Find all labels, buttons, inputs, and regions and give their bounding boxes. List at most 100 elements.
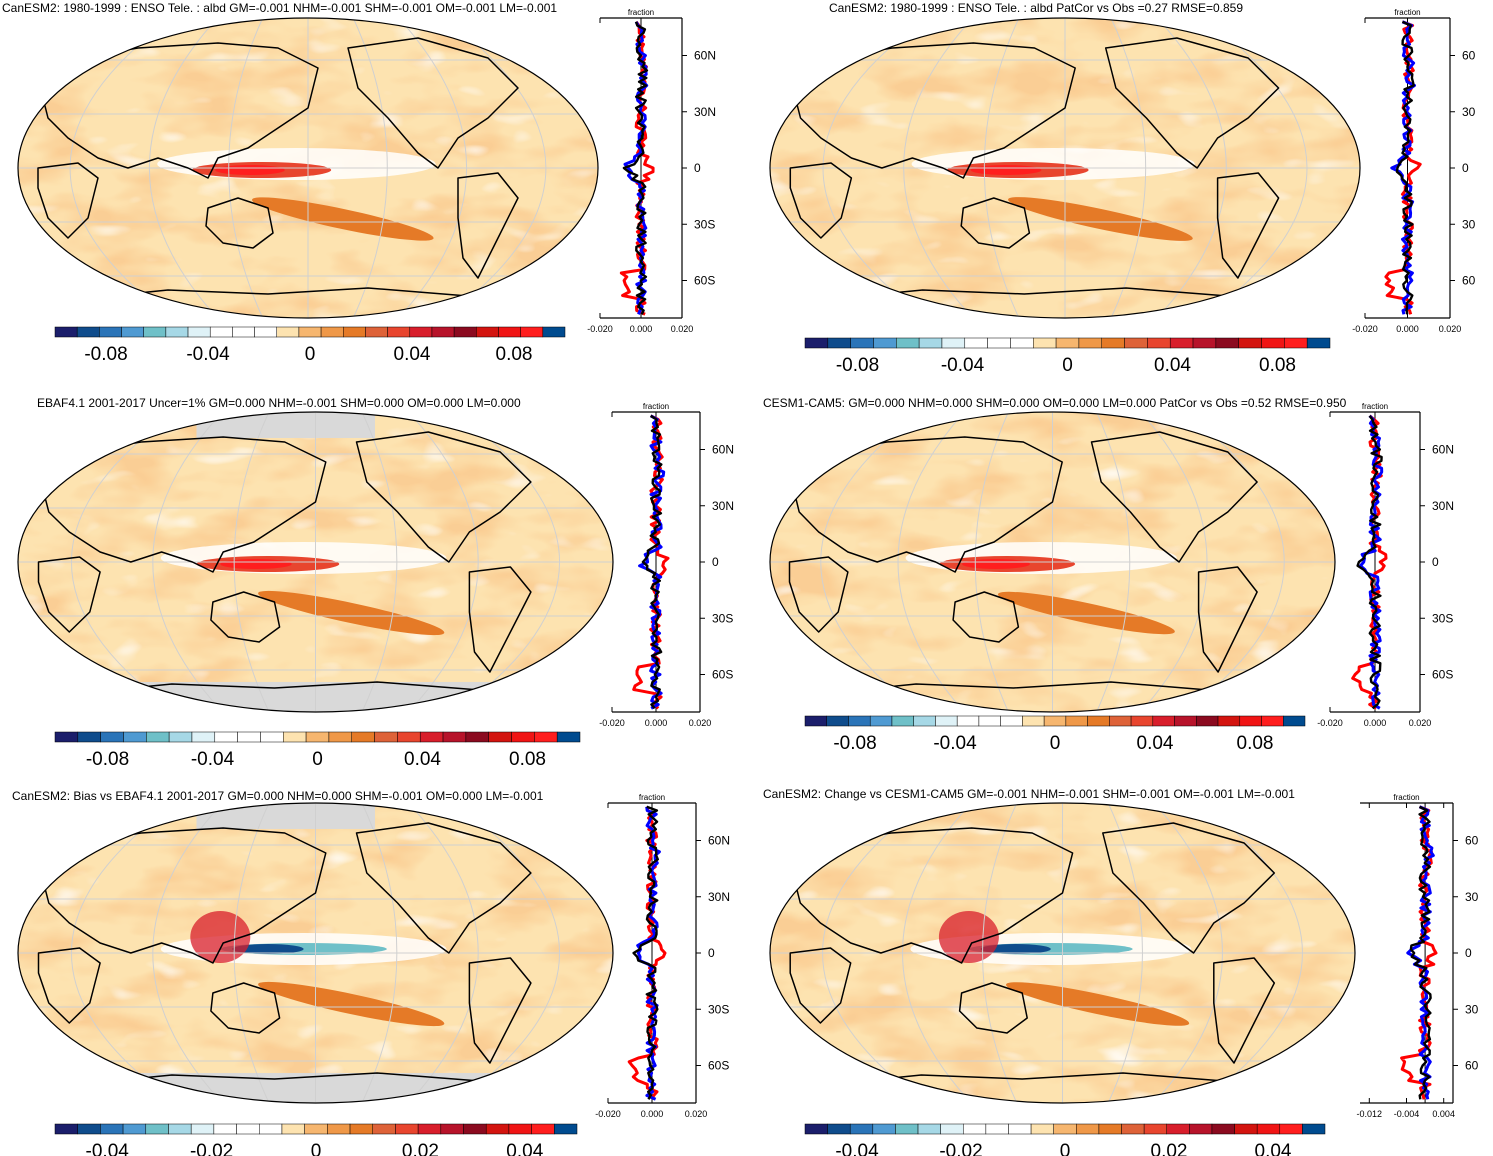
colorbar-swatch — [121, 326, 144, 338]
zonal-ytick-label: 60N — [1432, 443, 1454, 457]
zonal-ytick-label: 30S — [1432, 611, 1453, 625]
zonal-ytick-label: 60 — [1465, 1059, 1479, 1073]
colorbar-swatch — [260, 731, 284, 743]
colorbar-swatch — [76, 326, 100, 338]
zonal-line-mean — [1356, 415, 1383, 710]
australia-coast — [958, 982, 1028, 1034]
zonal-ytick-label: 30N — [1432, 499, 1454, 513]
colorbar-swatch — [826, 715, 849, 727]
colorbar-swatch — [827, 1123, 851, 1135]
colorbar-swatch — [488, 731, 512, 743]
colorbar-swatch — [1078, 337, 1102, 349]
zonal-ytick-label: 60N — [712, 443, 734, 457]
colorbar-swatch — [1055, 337, 1080, 349]
longitude-line — [903, 18, 974, 318]
longitude-line — [1110, 18, 1147, 318]
colorbar-tick-label: 0 — [1050, 733, 1061, 754]
missing-data-north — [196, 803, 375, 829]
north-america-coast — [355, 822, 532, 954]
longitude-line — [228, 18, 264, 318]
colorbar-swatch — [1109, 715, 1132, 727]
zonal-ytick-label: 30S — [708, 1002, 729, 1016]
zonal-ytick-label: 0 — [694, 161, 701, 175]
longitude-line — [982, 803, 1018, 1103]
colorbar-swatch — [1152, 715, 1175, 727]
colorbar-tick-label: 0.04 — [1154, 355, 1191, 376]
colorbar-swatch — [442, 731, 467, 743]
colorbar-swatch — [1147, 337, 1171, 349]
colorbar-swatch — [54, 326, 78, 338]
zonal-xtick-label: 0.020 — [671, 324, 694, 334]
longitude-line — [233, 803, 270, 1103]
panel-title: EBAF4.1 2001-2017 Uncer=1% GM=0.000 NHM=… — [37, 396, 521, 410]
enso-peak-region — [962, 559, 1030, 569]
colorbar-swatch — [54, 1123, 78, 1135]
colorbar-tick-label: -0.08 — [86, 749, 129, 770]
zonal-line-obs — [632, 414, 670, 710]
map-frame — [17, 802, 614, 1104]
enso-peak-region — [215, 165, 285, 175]
colorbar-swatch — [1010, 337, 1034, 349]
colorbar-swatch — [940, 1123, 964, 1135]
colorbar-swatch — [465, 731, 489, 743]
longitude-line — [822, 803, 926, 1103]
asia-europe-coast — [37, 827, 327, 964]
colorbar-swatch — [328, 731, 352, 743]
map-frame — [769, 411, 1336, 713]
colorbar-tick-label: 0.04 — [1255, 1141, 1292, 1156]
colorbar-swatch — [963, 1123, 987, 1135]
spcz-band — [252, 197, 434, 241]
longitude-line — [398, 18, 468, 318]
zonal-ytick-label: 30 — [1462, 217, 1476, 231]
colorbar-swatch — [417, 1123, 442, 1135]
map-frame — [17, 411, 614, 713]
colorbar-swatch — [387, 326, 411, 338]
asia-europe-coast — [788, 436, 1063, 573]
north-america-coast — [1104, 37, 1280, 169]
zonal-ytick-label: 60S — [712, 668, 733, 682]
zonal-ytick-label: 30N — [708, 890, 730, 904]
australia-coast — [210, 982, 281, 1034]
colorbar-swatch — [351, 731, 375, 743]
longitude-line — [1202, 18, 1308, 318]
longitude-line — [820, 412, 921, 712]
panel-title: CanESM2: 1980-1999 : ENSO Tele. : albd G… — [2, 1, 557, 15]
australia-coast — [952, 591, 1020, 643]
colorbar-swatch — [1124, 337, 1148, 349]
panel-p4: CESM1-CAM5: GM=0.000 NHM=0.000 SHM=0.000… — [763, 396, 1454, 754]
zonal-xtick-label: -0.020 — [1352, 324, 1378, 334]
panel-p6: CanESM2: Change vs CESM1-CAM5 GM=-0.001 … — [763, 787, 1479, 1156]
colorbar-swatch — [1215, 337, 1239, 349]
panel-p2: CanESM2: 1980-1999 : ENSO Tele. : albd P… — [769, 1, 1476, 376]
colorbar-tick-label: -0.04 — [191, 749, 235, 770]
colorbar-swatch — [891, 715, 914, 727]
longitude-line — [1156, 18, 1227, 318]
colorbar-tick-label: 0.08 — [1237, 733, 1274, 754]
africa-coast — [37, 556, 101, 633]
colorbar-swatch — [1238, 337, 1262, 349]
colorbar-swatch — [327, 1123, 351, 1135]
colorbar-swatch — [191, 731, 216, 743]
colorbar-swatch — [913, 715, 936, 727]
colorbar-swatch — [214, 731, 238, 743]
africa-coast — [788, 556, 849, 633]
zonal-ytick-label: 0 — [1465, 946, 1472, 960]
zonal-line-mean — [1395, 20, 1415, 315]
colorbar-swatch — [508, 1123, 532, 1135]
south-america-coast — [1197, 566, 1258, 673]
colorbar-swatch — [320, 326, 344, 338]
colorbar-swatch — [849, 1123, 874, 1135]
colorbar-swatch — [848, 715, 871, 727]
longitude-line — [148, 18, 218, 318]
map-frame — [769, 17, 1361, 319]
colorbar-swatch — [542, 326, 566, 338]
colorbar-swatch — [987, 337, 1011, 349]
colorbar-swatch — [276, 326, 300, 338]
colorbar-tick-label: -0.08 — [836, 355, 879, 376]
colorbar-swatch — [283, 731, 307, 743]
longitude-line — [152, 803, 223, 1103]
longitude-line — [1107, 803, 1143, 1103]
zonal-line-obs — [1400, 805, 1438, 1100]
zonal-xtick-label: -0.020 — [587, 324, 613, 334]
